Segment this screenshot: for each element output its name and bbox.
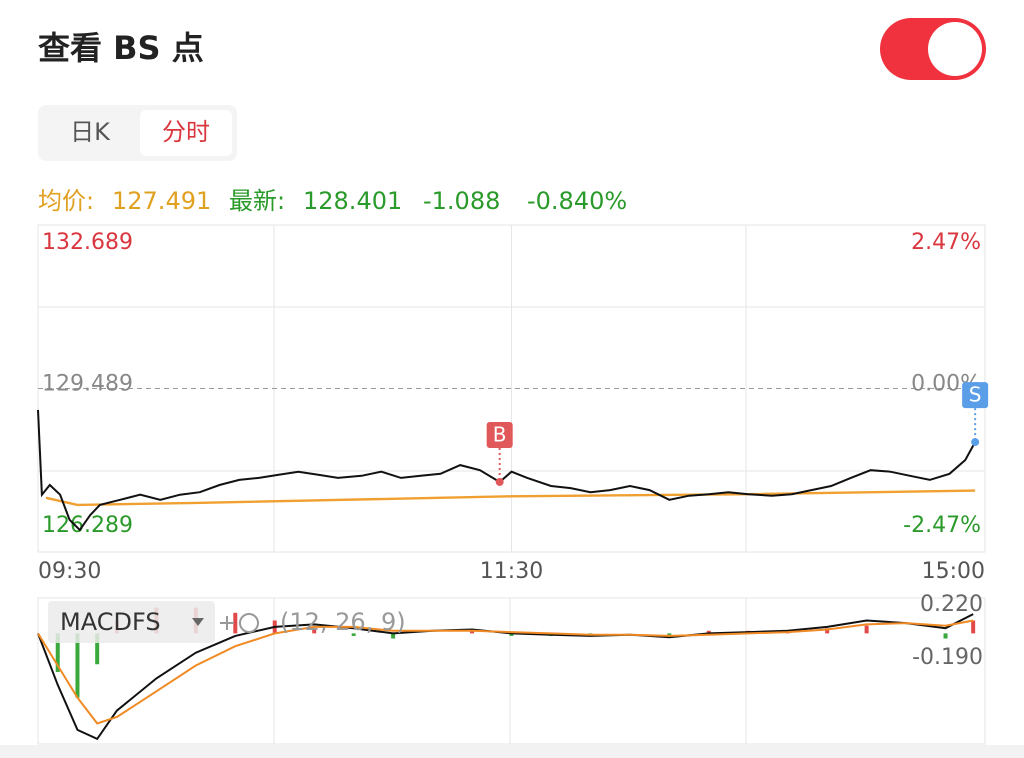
macd-grid [37,597,986,745]
marker-label: S [969,383,982,407]
macd-bar [667,633,672,636]
macd-bar [706,630,711,634]
change: -1.088 [423,187,500,215]
add-icon [220,616,234,630]
marker-point [971,438,980,447]
macd-bar [864,625,869,634]
macd-bar [825,628,830,634]
macd-title: MACDFS [60,608,161,636]
macd-bar [943,633,948,639]
y-tick-label: 129.489 [42,372,133,397]
macd-bar [509,633,514,636]
macd-bar [312,628,317,634]
macd-bar [971,620,976,634]
y-tick-label: 0.220 [920,592,983,617]
bottom-bar [0,745,1024,758]
x-tick-label: 11:30 [480,559,543,584]
dropdown-arrow [192,618,204,626]
tab-active-bg [140,110,232,156]
change-pct: -0.840% [527,187,627,215]
toggle-switch[interactable] [880,18,986,80]
legend-bg [48,601,215,643]
x-tick-label: 09:30 [38,559,101,584]
marker-box [962,382,989,409]
macd-line [37,619,974,725]
marker-point [495,477,504,486]
settings-icon [239,613,259,633]
macd-line [37,613,974,741]
y-tick-label: -0.190 [912,645,983,670]
page-title: 查看 BS 点 [38,29,204,67]
macd-bar [351,633,356,636]
series-line [37,409,976,532]
series-line [45,489,976,507]
macd-bar [391,633,396,639]
tab-intraday[interactable]: 分时 [162,118,210,146]
y2-tick-label: -2.47% [903,513,981,538]
macd-bar [470,630,475,634]
x-tick-label: 15:00 [922,559,985,584]
macd-legend[interactable]: MACDFS [48,601,215,643]
macd-bar [75,633,80,698]
avg-label: 均价: [38,187,94,215]
macd-bar [233,612,238,634]
y2-tick-label: 2.47% [911,230,981,255]
y-tick-label: 132.689 [42,230,133,255]
latest-label: 最新: [229,187,285,215]
latest-value: 128.401 [303,187,402,215]
macd-params: (12, 26, 9) [280,608,406,636]
y-tick-label: 126.289 [42,513,133,538]
macd-bar [55,633,60,672]
macd-bar [95,633,100,665]
tab-day-k[interactable]: 日K [70,118,111,146]
avg-value: 127.491 [112,187,211,215]
marker-label: B [493,422,507,446]
marker-box [486,421,513,448]
